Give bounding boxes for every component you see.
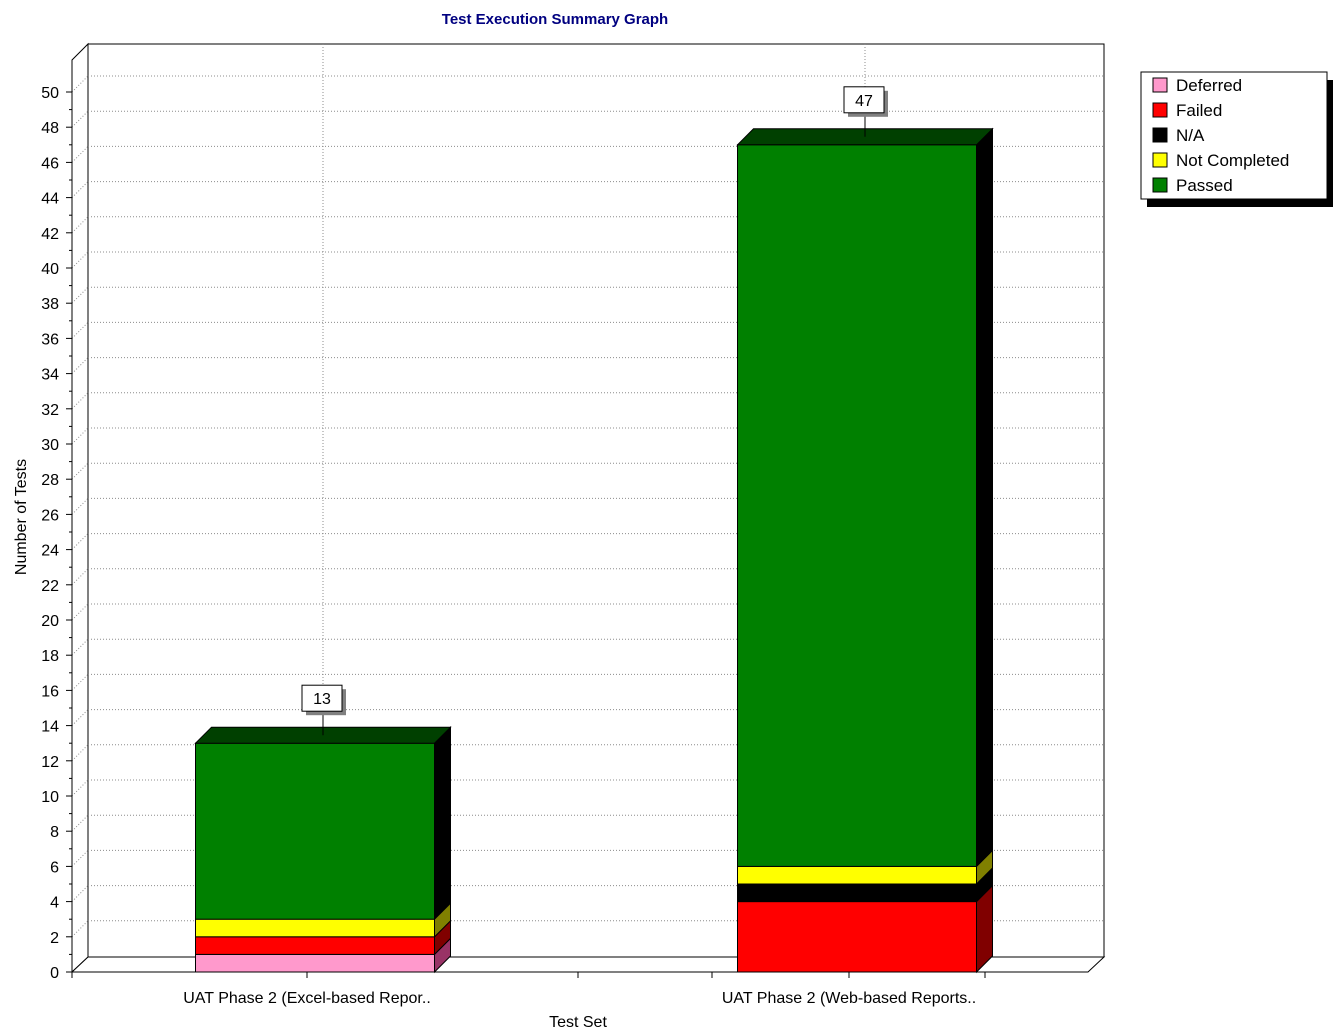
gridline-side xyxy=(71,638,89,656)
legend-swatch xyxy=(1152,127,1168,143)
gridline-side xyxy=(71,462,89,480)
gridline-side xyxy=(71,110,89,128)
gridline-side xyxy=(71,146,89,163)
legend-label: N/A xyxy=(1176,126,1205,145)
gridline-side xyxy=(71,709,89,726)
bar-segment-not-completed xyxy=(737,865,977,885)
gridline-side xyxy=(71,850,89,867)
bar-segment-failed xyxy=(737,901,977,973)
x-tick-label: UAT Phase 2 (Excel-based Repor.. xyxy=(183,990,431,1007)
y-tick-label: 38 xyxy=(41,296,59,313)
y-tick-label: 36 xyxy=(41,331,59,348)
gridline-side xyxy=(71,920,89,938)
y-tick-label: 34 xyxy=(41,367,59,384)
y-tick-label: 16 xyxy=(41,683,59,700)
y-tick-label: 32 xyxy=(41,402,59,419)
y-tick-label: 42 xyxy=(41,226,59,243)
legend-swatch xyxy=(1152,77,1168,93)
legend-swatch xyxy=(1152,177,1168,193)
legend-label: Failed xyxy=(1176,101,1222,120)
gridline-side xyxy=(71,75,89,93)
legend-swatch xyxy=(1152,152,1168,168)
y-tick-label: 48 xyxy=(41,120,59,137)
gridline-side xyxy=(71,392,89,410)
bars: 13 47 xyxy=(194,86,994,974)
legend-box xyxy=(1140,71,1328,200)
legend-swatch xyxy=(1152,102,1168,118)
bar-segment-deferred xyxy=(195,953,435,973)
y-tick-label: 20 xyxy=(41,613,59,630)
gridline-side xyxy=(71,498,89,515)
gridline-side xyxy=(71,181,89,198)
x-tick-label: UAT Phase 2 (Web-based Reports.. xyxy=(722,990,976,1007)
chart-title: Test Execution Summary Graph xyxy=(442,11,668,28)
y-axis-ticks: 0246810121416182022242628303234363840424… xyxy=(41,85,72,982)
gridline-side xyxy=(71,322,89,339)
y-tick-label: 22 xyxy=(41,578,59,595)
y-tick-label: 50 xyxy=(41,85,59,102)
plot-area: 0246810121416182022242628303234363840424… xyxy=(41,42,1106,1007)
y-tick-label: 18 xyxy=(41,648,59,665)
y-tick-label: 14 xyxy=(41,719,59,736)
y-axis-label: Number of Tests xyxy=(13,459,30,575)
bar-side-passed xyxy=(976,127,993,868)
gridline-side xyxy=(71,427,89,445)
gridline-side xyxy=(71,357,89,374)
gridline-side xyxy=(71,286,89,304)
legend-label: Passed xyxy=(1176,176,1233,195)
gridline-side xyxy=(71,885,89,902)
gridline-side xyxy=(71,674,89,691)
x-axis-label: Test Set xyxy=(549,1014,607,1031)
total-label-box xyxy=(843,86,885,114)
bar-segment-passed xyxy=(195,742,435,920)
total-label: 13 xyxy=(313,691,331,708)
y-tick-label: 40 xyxy=(41,261,59,278)
y-tick-label: 6 xyxy=(50,859,59,876)
y-tick-label: 26 xyxy=(41,507,59,524)
y-tick-label: 46 xyxy=(41,155,59,172)
legend-label: Deferred xyxy=(1176,76,1242,95)
y-tick-label: 44 xyxy=(41,191,59,208)
y-tick-label: 30 xyxy=(41,437,59,454)
y-tick-label: 0 xyxy=(50,965,59,982)
y-tick-label: 4 xyxy=(50,895,59,912)
gridline-side xyxy=(71,603,89,621)
gridline-side xyxy=(71,568,89,586)
gridline-side xyxy=(71,251,89,269)
bar-segment-failed xyxy=(195,936,435,955)
y-tick-label: 8 xyxy=(50,824,59,841)
y-tick-label: 24 xyxy=(41,543,59,560)
y-tick-label: 2 xyxy=(50,930,59,947)
gridline-side xyxy=(71,533,89,550)
y-tick-label: 28 xyxy=(41,472,59,489)
gridline-side xyxy=(71,779,89,797)
gridline-side xyxy=(71,216,89,234)
bar-side-passed xyxy=(434,725,451,921)
y-tick-label: 10 xyxy=(41,789,59,806)
gridline-side xyxy=(71,744,89,762)
x-axis-ticks: UAT Phase 2 (Excel-based Repor.. UAT Phas… xyxy=(71,972,986,1007)
legend: Deferred Failed N/A Not Completed Passed xyxy=(1140,71,1333,207)
gridline-side xyxy=(71,814,89,832)
y-tick-label: 12 xyxy=(41,754,59,771)
total-label: 47 xyxy=(855,93,873,110)
total-label-box xyxy=(301,684,343,712)
bar-segment-n-a xyxy=(737,883,977,903)
legend-label: Not Completed xyxy=(1176,151,1289,170)
bar-segment-passed xyxy=(737,144,977,867)
side-wall xyxy=(71,42,89,974)
bar-segment-not-completed xyxy=(195,918,435,938)
